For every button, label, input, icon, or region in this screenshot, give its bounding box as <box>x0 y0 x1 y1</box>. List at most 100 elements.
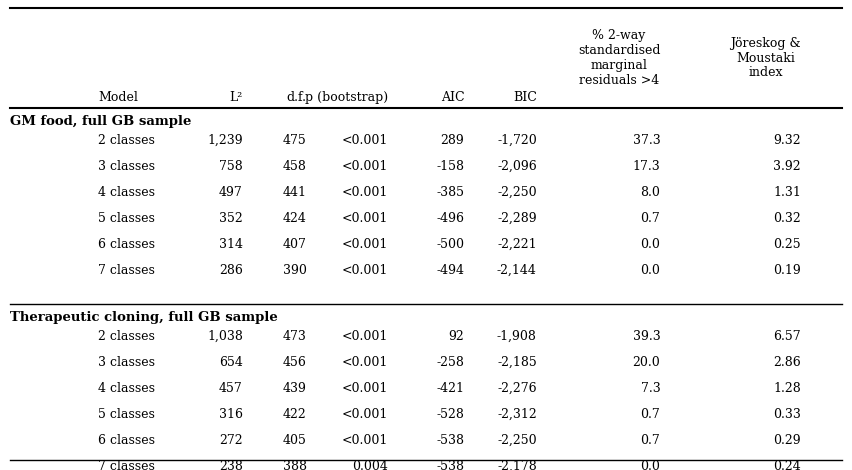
Text: 390: 390 <box>283 264 307 276</box>
Text: d.f.: d.f. <box>287 91 307 104</box>
Text: 316: 316 <box>219 407 243 421</box>
Text: -1,908: -1,908 <box>497 329 537 343</box>
Text: 497: 497 <box>219 186 243 198</box>
Text: 473: 473 <box>283 329 307 343</box>
Text: 422: 422 <box>283 407 307 421</box>
Text: 3 classes: 3 classes <box>98 355 155 368</box>
Text: <0.001: <0.001 <box>342 264 388 276</box>
Text: 7.3: 7.3 <box>641 382 660 394</box>
Text: <0.001: <0.001 <box>342 407 388 421</box>
Text: 1.31: 1.31 <box>773 186 801 198</box>
Text: 6 classes: 6 classes <box>98 433 155 446</box>
Text: -2,289: -2,289 <box>497 212 537 225</box>
Text: -2,250: -2,250 <box>497 433 537 446</box>
Text: 2 classes: 2 classes <box>98 133 155 147</box>
Text: 0.004: 0.004 <box>352 460 388 470</box>
Text: -421: -421 <box>436 382 464 394</box>
Text: 6 classes: 6 classes <box>98 237 155 251</box>
Text: 388: 388 <box>283 460 307 470</box>
Text: 7 classes: 7 classes <box>98 460 155 470</box>
Text: <0.001: <0.001 <box>342 329 388 343</box>
Text: GM food, full GB sample: GM food, full GB sample <box>10 116 192 128</box>
Text: 92: 92 <box>449 329 464 343</box>
Text: 238: 238 <box>219 460 243 470</box>
Text: <0.001: <0.001 <box>342 186 388 198</box>
Text: 7 classes: 7 classes <box>98 264 155 276</box>
Text: -2,312: -2,312 <box>497 407 537 421</box>
Text: -1,720: -1,720 <box>497 133 537 147</box>
Text: L²: L² <box>229 91 243 104</box>
Text: 0.19: 0.19 <box>773 264 801 276</box>
Text: 0.0: 0.0 <box>641 237 660 251</box>
Text: 6.57: 6.57 <box>774 329 801 343</box>
Text: % 2-way
standardised
marginal
residuals >4: % 2-way standardised marginal residuals … <box>578 29 660 87</box>
Text: -528: -528 <box>436 407 464 421</box>
Text: Therapeutic cloning, full GB sample: Therapeutic cloning, full GB sample <box>10 312 278 324</box>
Text: <0.001: <0.001 <box>342 133 388 147</box>
Text: 0.0: 0.0 <box>641 460 660 470</box>
Text: -2,144: -2,144 <box>497 264 537 276</box>
Text: -2,250: -2,250 <box>497 186 537 198</box>
Text: BIC: BIC <box>513 91 537 104</box>
Text: -158: -158 <box>436 159 464 172</box>
Text: -385: -385 <box>436 186 464 198</box>
Text: <0.001: <0.001 <box>342 159 388 172</box>
Text: 407: 407 <box>283 237 307 251</box>
Text: 37.3: 37.3 <box>632 133 660 147</box>
Text: 456: 456 <box>283 355 307 368</box>
Text: -2,221: -2,221 <box>497 237 537 251</box>
Text: 475: 475 <box>283 133 307 147</box>
Text: 0.33: 0.33 <box>773 407 801 421</box>
Text: -2,178: -2,178 <box>497 460 537 470</box>
Text: 0.32: 0.32 <box>773 212 801 225</box>
Text: 0.0: 0.0 <box>641 264 660 276</box>
Text: -2,185: -2,185 <box>497 355 537 368</box>
Text: -258: -258 <box>436 355 464 368</box>
Text: 0.7: 0.7 <box>641 212 660 225</box>
Text: p (bootstrap): p (bootstrap) <box>304 91 388 104</box>
Text: 0.25: 0.25 <box>774 237 801 251</box>
Text: 0.24: 0.24 <box>773 460 801 470</box>
Text: 424: 424 <box>283 212 307 225</box>
Text: 2 classes: 2 classes <box>98 329 155 343</box>
Text: 5 classes: 5 classes <box>98 212 155 225</box>
Text: AIC: AIC <box>440 91 464 104</box>
Text: 405: 405 <box>283 433 307 446</box>
Text: -2,276: -2,276 <box>497 382 537 394</box>
Text: 314: 314 <box>219 237 243 251</box>
Text: Jöreskog &
Moustaki
index: Jöreskog & Moustaki index <box>730 37 801 79</box>
Text: 286: 286 <box>219 264 243 276</box>
Text: 439: 439 <box>283 382 307 394</box>
Text: 0.7: 0.7 <box>641 433 660 446</box>
Text: 1.28: 1.28 <box>773 382 801 394</box>
Text: 289: 289 <box>440 133 464 147</box>
Text: 4 classes: 4 classes <box>98 186 155 198</box>
Text: 9.32: 9.32 <box>774 133 801 147</box>
Text: <0.001: <0.001 <box>342 382 388 394</box>
Text: 758: 758 <box>219 159 243 172</box>
Text: 1,038: 1,038 <box>207 329 243 343</box>
Text: <0.001: <0.001 <box>342 212 388 225</box>
Text: 3 classes: 3 classes <box>98 159 155 172</box>
Text: 8.0: 8.0 <box>641 186 660 198</box>
Text: 2.86: 2.86 <box>773 355 801 368</box>
Text: <0.001: <0.001 <box>342 433 388 446</box>
Text: 654: 654 <box>219 355 243 368</box>
Text: 1,239: 1,239 <box>207 133 243 147</box>
Text: 4 classes: 4 classes <box>98 382 155 394</box>
Text: 3.92: 3.92 <box>774 159 801 172</box>
Text: 0.29: 0.29 <box>774 433 801 446</box>
Text: 39.3: 39.3 <box>632 329 660 343</box>
Text: 272: 272 <box>219 433 243 446</box>
Text: 457: 457 <box>219 382 243 394</box>
Text: 0.7: 0.7 <box>641 407 660 421</box>
Text: -538: -538 <box>436 460 464 470</box>
Text: Model: Model <box>98 91 138 104</box>
Text: <0.001: <0.001 <box>342 237 388 251</box>
Text: 20.0: 20.0 <box>632 355 660 368</box>
Text: -494: -494 <box>436 264 464 276</box>
Text: 5 classes: 5 classes <box>98 407 155 421</box>
Text: <0.001: <0.001 <box>342 355 388 368</box>
Text: 352: 352 <box>219 212 243 225</box>
Text: -496: -496 <box>436 212 464 225</box>
